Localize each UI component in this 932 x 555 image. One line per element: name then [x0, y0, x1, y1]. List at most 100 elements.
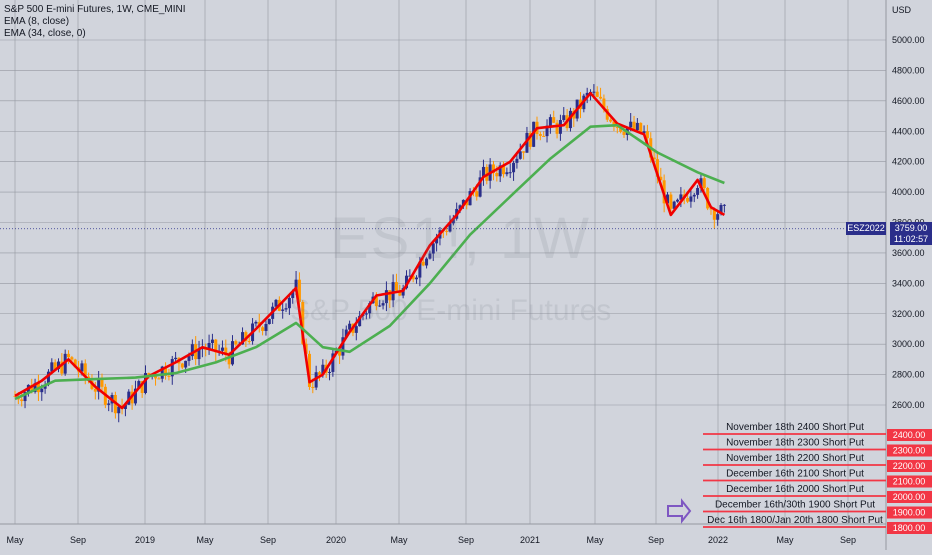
y-tick-label: 4200.00 [892, 157, 925, 167]
candle-body [67, 353, 71, 358]
price-level-label: December 16th 2100 Short Put [726, 469, 864, 480]
y-tick-label: 2600.00 [892, 400, 925, 410]
price-level-value: 1900.00 [893, 508, 926, 518]
candle-body [451, 218, 455, 224]
x-tick-label: 2020 [326, 535, 346, 545]
candle-body [264, 324, 268, 331]
candle-body [287, 298, 291, 309]
candle-body [364, 313, 368, 315]
candle-body [40, 388, 44, 393]
candle-body [411, 275, 415, 280]
candle-body [562, 115, 566, 121]
candle-body [599, 96, 603, 99]
candle-body [381, 303, 385, 306]
x-tick-label: Sep [260, 535, 276, 545]
price-level-label: December 16th/30th 1900 Short Put [715, 500, 875, 511]
candle-body [227, 355, 231, 365]
candle-body [655, 159, 659, 177]
candle-body [321, 364, 325, 375]
candle-body [160, 366, 164, 379]
candle-body [73, 359, 77, 368]
currency-label: USD [892, 5, 912, 15]
candle-body [491, 164, 495, 173]
candle-body [679, 194, 683, 200]
price-level-label: November 18th 2200 Short Put [726, 453, 864, 464]
legend-symbol[interactable]: S&P 500 E-mini Futures, 1W, CME_MINI [4, 4, 186, 15]
candle-body [632, 121, 636, 131]
candle-body [689, 196, 693, 202]
candle-body [143, 373, 147, 393]
candle-body [56, 361, 60, 370]
legend-ema34[interactable]: EMA (34, close, 0) [4, 28, 86, 39]
candle-body [605, 109, 609, 120]
candle-body [512, 162, 516, 173]
y-tick-label: 3200.00 [892, 309, 925, 319]
candle-body [552, 117, 556, 123]
candle-body [645, 131, 649, 139]
price-level-value: 1800.00 [893, 523, 926, 533]
candle-body [622, 131, 626, 135]
x-tick-label: Sep [648, 535, 664, 545]
price-level-value: 2300.00 [893, 446, 926, 456]
candle-body [448, 223, 452, 232]
candle-body [30, 384, 34, 393]
candle-body [307, 353, 311, 387]
y-tick-label: 3000.00 [892, 339, 925, 349]
candle-body [435, 238, 439, 244]
candle-body [348, 323, 352, 330]
x-tick-label: May [776, 535, 794, 545]
candle-body [568, 110, 572, 129]
x-tick-label: May [6, 535, 24, 545]
ema8-line [14, 91, 726, 410]
y-tick-label: 5000.00 [892, 35, 925, 45]
candle-body [244, 332, 248, 342]
candle-body [585, 92, 589, 96]
ema34-line [14, 123, 725, 401]
candle-body [398, 290, 402, 296]
price-levels: November 18th 2400 Short Put 2400.00 Novem… [667, 422, 932, 534]
candle-body [669, 194, 673, 209]
candle-body [672, 201, 676, 209]
grid [0, 0, 886, 524]
candle-body [274, 299, 278, 307]
candle-body [328, 371, 332, 373]
candle-body [13, 395, 17, 397]
candle-body [210, 339, 214, 343]
candle-body [133, 388, 137, 404]
candle-body [615, 126, 619, 128]
x-tick-label: May [390, 535, 408, 545]
candle-body [415, 277, 419, 280]
symbol-tag: ESZ2022 [846, 222, 886, 235]
candle-body [207, 342, 211, 350]
candle-body [458, 205, 462, 209]
price-level-tag [887, 460, 932, 472]
x-tick-label: May [196, 535, 214, 545]
candle-body [602, 98, 606, 110]
candle-body [137, 381, 141, 389]
candle-body [712, 209, 716, 220]
x-tick-label: Sep [840, 535, 856, 545]
candle-body [421, 261, 425, 266]
ema-lines [14, 91, 726, 410]
price-level-value: 2200.00 [893, 461, 926, 471]
candle-body [665, 194, 669, 204]
candle-body [247, 341, 251, 343]
candle-body [80, 363, 84, 372]
candle-body [354, 326, 358, 333]
price-level-tag [887, 522, 932, 534]
candle-body [635, 122, 639, 131]
candle-body [123, 404, 127, 409]
price-level-label: December 16th 2000 Short Put [726, 484, 864, 495]
candle-body [722, 204, 726, 206]
price-level-label: Dec 16th 1800/Jan 20th 1800 Short Put [707, 515, 883, 526]
legend-ema8[interactable]: EMA (8, close) [4, 16, 70, 27]
y-tick-label: 4800.00 [892, 65, 925, 75]
candle-body [408, 275, 412, 277]
candle-body [505, 172, 509, 175]
y-tick-label: 4000.00 [892, 187, 925, 197]
candle-body [294, 279, 298, 292]
candle-body [224, 347, 228, 356]
